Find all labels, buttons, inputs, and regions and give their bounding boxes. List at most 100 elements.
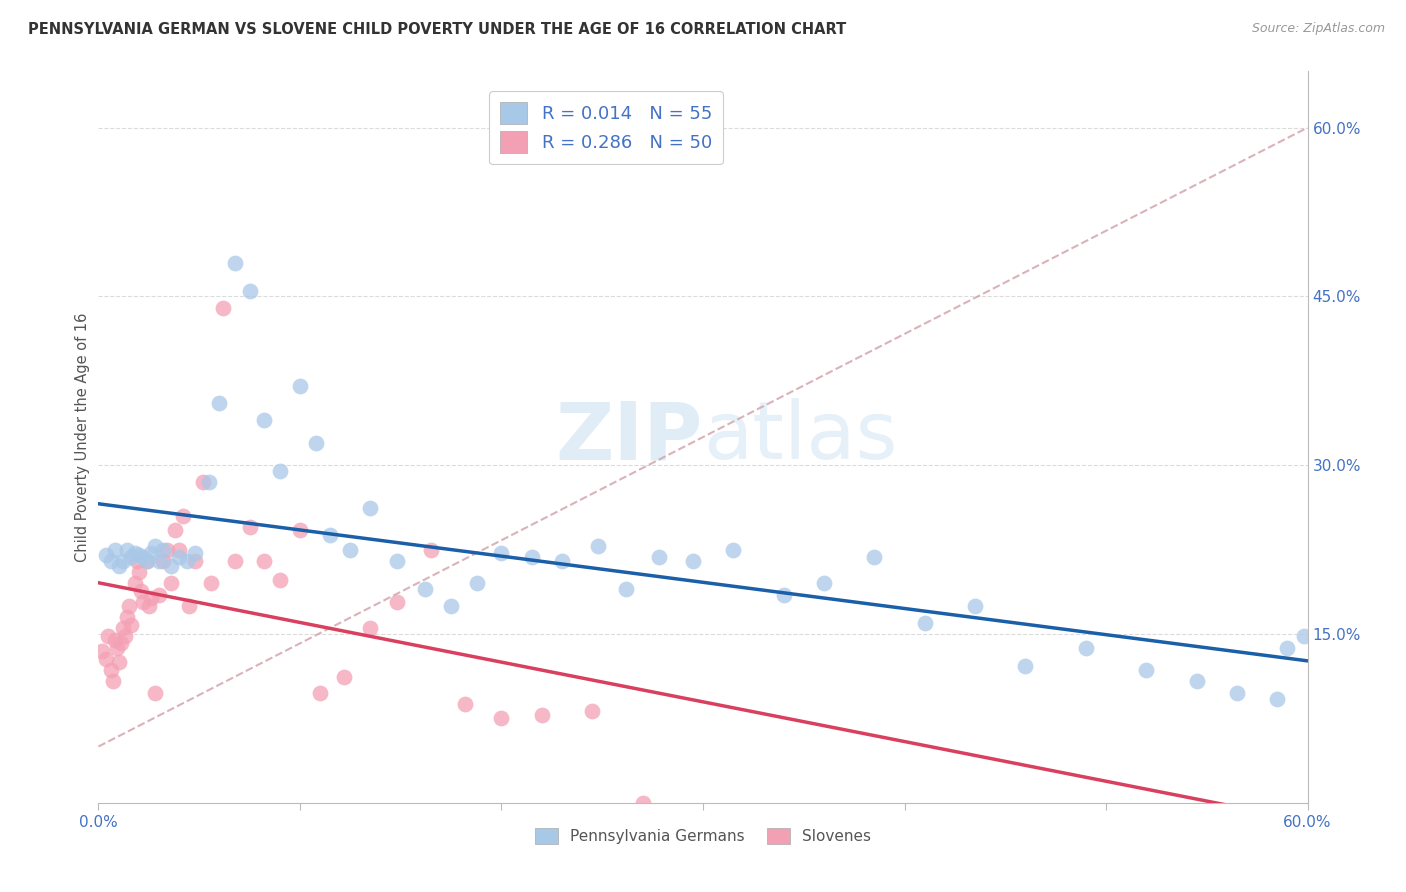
Point [288, 524, 311, 538]
Point [128, 548, 150, 562]
Point [269, 464, 291, 478]
Point [586, 539, 609, 553]
Text: PENNSYLVANIA GERMAN VS SLOVENE CHILD POVERTY UNDER THE AGE OF 16 CORRELATION CHA: PENNSYLVANIA GERMAN VS SLOVENE CHILD POV… [28, 22, 846, 37]
Point [139, 591, 162, 605]
Point [1014, 658, 1036, 673]
Point [152, 542, 174, 557]
Point [520, 550, 543, 565]
Point [143, 685, 166, 699]
Point [239, 520, 262, 534]
Point [114, 629, 136, 643]
Point [115, 542, 138, 557]
Point [176, 554, 198, 568]
Point [124, 546, 146, 560]
Point [269, 573, 291, 587]
Point [360, 500, 382, 515]
Point [208, 396, 231, 410]
Point [723, 542, 745, 557]
Text: atlas: atlas [703, 398, 897, 476]
Point [129, 584, 152, 599]
Point [253, 554, 276, 568]
Point [647, 550, 669, 565]
Point [551, 554, 574, 568]
Point [160, 576, 183, 591]
Point [96, 652, 118, 666]
Point [167, 542, 190, 557]
Point [172, 508, 194, 523]
Point [1277, 640, 1299, 655]
Point [148, 554, 170, 568]
Point [156, 542, 179, 557]
Point [97, 629, 120, 643]
Point [120, 618, 142, 632]
Point [682, 554, 704, 568]
Point [465, 576, 488, 591]
Point [333, 670, 356, 684]
Point [1135, 663, 1157, 677]
Point [198, 475, 221, 489]
Point [1267, 692, 1289, 706]
Point [96, 548, 118, 562]
Text: ZIP: ZIP [555, 398, 703, 476]
Point [152, 554, 174, 568]
Point [772, 588, 794, 602]
Legend: Pennsylvania Germans, Slovenes: Pennsylvania Germans, Slovenes [529, 822, 877, 850]
Point [111, 621, 134, 635]
Point [385, 554, 408, 568]
Point [107, 559, 129, 574]
Point [616, 582, 638, 596]
Point [212, 301, 235, 315]
Point [135, 554, 157, 568]
Point [239, 284, 262, 298]
Point [124, 576, 146, 591]
Point [224, 255, 246, 269]
Point [135, 554, 157, 568]
Point [111, 554, 134, 568]
Text: Source: ZipAtlas.com: Source: ZipAtlas.com [1251, 22, 1385, 36]
Point [132, 595, 155, 609]
Point [148, 588, 170, 602]
Point [305, 435, 328, 450]
Point [440, 599, 463, 613]
Point [160, 559, 183, 574]
Point [491, 546, 513, 560]
Point [103, 632, 125, 647]
Point [863, 550, 886, 565]
Point [581, 704, 603, 718]
Point [163, 524, 186, 538]
Point [179, 599, 201, 613]
Point [91, 644, 114, 658]
Point [110, 636, 132, 650]
Point [530, 708, 553, 723]
Point [1074, 640, 1097, 655]
Point [184, 546, 207, 560]
Point [100, 663, 122, 677]
Point [965, 599, 987, 613]
Y-axis label: Child Poverty Under the Age of 16: Child Poverty Under the Age of 16 [75, 312, 90, 562]
Point [319, 528, 342, 542]
Point [631, 796, 654, 810]
Point [120, 550, 142, 565]
Point [420, 542, 443, 557]
Point [184, 554, 207, 568]
Point [100, 554, 122, 568]
Point [253, 413, 276, 427]
Point [1226, 685, 1249, 699]
Point [115, 610, 138, 624]
Point [339, 542, 361, 557]
Point [125, 554, 148, 568]
Point [139, 546, 162, 560]
Point [309, 685, 332, 699]
Point [118, 599, 141, 613]
Point [138, 599, 160, 613]
Point [128, 565, 150, 579]
Point [103, 542, 125, 557]
Point [413, 582, 436, 596]
Point [167, 550, 190, 565]
Point [224, 554, 246, 568]
Point [132, 550, 155, 565]
Point [813, 576, 835, 591]
Point [1292, 629, 1315, 643]
Point [1185, 674, 1208, 689]
Point [360, 621, 382, 635]
